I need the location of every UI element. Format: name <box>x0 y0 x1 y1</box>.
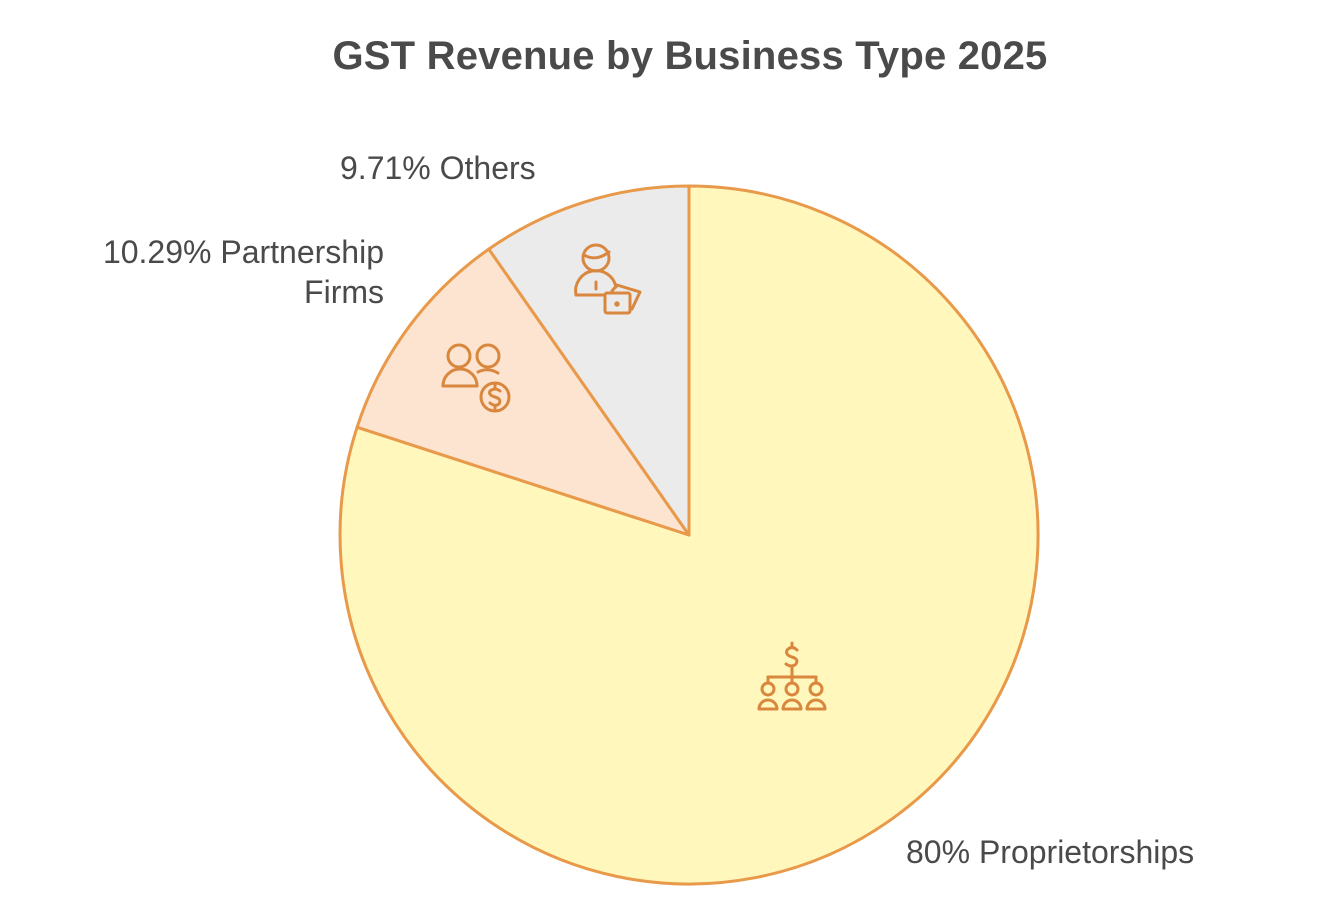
label-partnership-firms: 10.29% Partnership Firms <box>42 232 384 312</box>
chart-title: GST Revenue by Business Type 2025 <box>332 34 1048 78</box>
slice-others <box>487 184 691 537</box>
two-people-dollar-icon <box>441 343 511 413</box>
slice-partnership-firms <box>355 247 691 537</box>
label-partnership-line1: 10.29% Partnership <box>102 234 384 270</box>
label-partnership-line2: Firms <box>304 274 384 310</box>
label-others: 9.71% Others <box>340 150 536 186</box>
person-with-cards-icon <box>574 243 642 315</box>
org-hierarchy-dollar-icon <box>757 641 827 711</box>
label-proprietorships: 80% Proprietorships <box>906 834 1195 870</box>
